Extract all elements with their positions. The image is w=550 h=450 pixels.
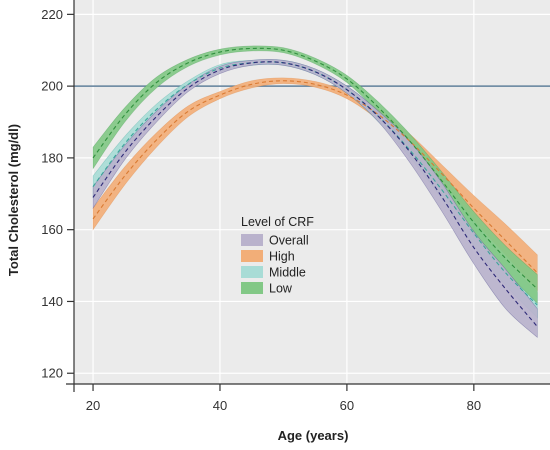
mean-line-high <box>92 80 538 274</box>
y-tick-labels: 120 140 160 180 200 220 <box>41 7 63 381</box>
legend-title: Level of CRF <box>241 215 314 229</box>
x-tick-label-60: 60 <box>340 398 354 413</box>
x-tick-labels: 20 40 60 80 <box>86 398 481 413</box>
mean-lines <box>92 47 538 327</box>
mean-line-low <box>92 47 538 290</box>
y-tick-label-180: 180 <box>41 150 63 165</box>
confidence-bands <box>92 45 538 339</box>
x-axis-title: Age (years) <box>278 428 349 443</box>
legend: Level of CRF Overall High Middle Low <box>241 215 314 296</box>
legend-label-middle: Middle <box>269 266 306 280</box>
y-tick-label-160: 160 <box>41 222 63 237</box>
y-tick-label-140: 140 <box>41 294 63 309</box>
legend-swatch-middle <box>241 266 263 278</box>
mean-line-middle <box>92 61 538 306</box>
legend-label-low: Low <box>269 282 293 296</box>
x-tick-label-80: 80 <box>467 398 481 413</box>
legend-label-high: High <box>269 250 295 264</box>
y-tick-label-120: 120 <box>41 366 63 381</box>
legend-swatch-low <box>241 282 263 294</box>
legend-label-overall: Overall <box>269 234 309 248</box>
mean-line-overall <box>92 61 538 327</box>
plot-background <box>74 0 550 384</box>
x-tick-label-40: 40 <box>213 398 227 413</box>
legend-swatch-high <box>241 250 263 262</box>
y-tick-label-220: 220 <box>41 7 63 22</box>
x-tick-label-20: 20 <box>86 398 100 413</box>
band-low <box>92 45 538 304</box>
y-axis-title: Total Cholesterol (mg/dl) <box>6 124 21 276</box>
axes <box>66 0 550 392</box>
band-overall <box>92 59 538 339</box>
y-tick-label-200: 200 <box>41 79 63 94</box>
legend-swatch-overall <box>241 234 263 246</box>
